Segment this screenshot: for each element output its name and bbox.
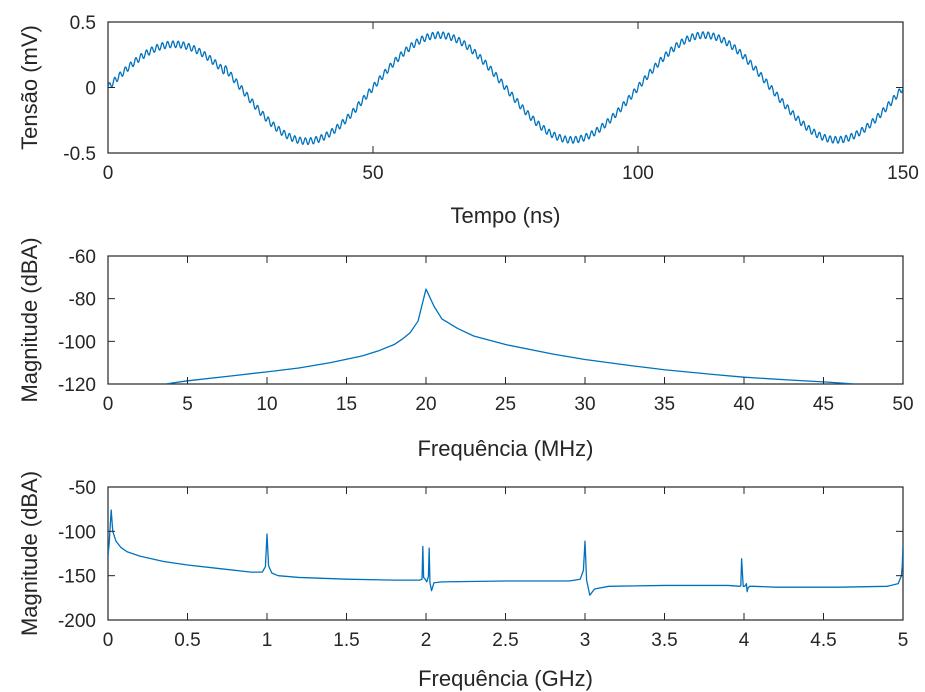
time-plot-x-tick-label: 100 bbox=[622, 163, 654, 184]
ghz-spectrum-x-axis-label: Frequência (GHz) bbox=[418, 666, 593, 691]
mhz-spectrum-x-tick-label: 0 bbox=[103, 394, 114, 415]
mhz-spectrum-x-tick-label: 35 bbox=[654, 394, 675, 415]
time-plot-x-ticks: 0 50 100 150 bbox=[103, 22, 919, 184]
time-plot-y-axis-label: Tensão (mV) bbox=[17, 25, 42, 150]
mhz-spectrum-x-tick-label: 15 bbox=[336, 394, 357, 415]
ghz-spectrum-y-tick-label: -50 bbox=[69, 478, 96, 499]
time-plot-series-line bbox=[108, 31, 903, 146]
ghz-spectrum-y-tick-label: -150 bbox=[58, 567, 96, 588]
ghz-spectrum-x-tick-label: 4.5 bbox=[810, 630, 836, 651]
mhz-spectrum-x-tick-label: 5 bbox=[182, 394, 193, 415]
ghz-spectrum-x-tick-label: 0 bbox=[103, 630, 114, 651]
mhz-spectrum-y-tick-label: -60 bbox=[69, 247, 96, 268]
time-plot-x-tick-label: 50 bbox=[362, 163, 383, 184]
ghz-spectrum-x-tick-label: 1 bbox=[262, 630, 273, 651]
mhz-spectrum-x-axis-label: Frequência (MHz) bbox=[417, 436, 593, 461]
time-plot-x-axis-label: Tempo (ns) bbox=[450, 203, 560, 228]
ghz-spectrum-y-ticks: -200 -150 -100 -50 bbox=[58, 478, 903, 632]
ghz-spectrum-x-tick-label: 2.5 bbox=[492, 630, 518, 651]
mhz-spectrum-y-tick-label: -80 bbox=[69, 290, 96, 311]
mhz-spectrum-x-tick-label: 50 bbox=[892, 394, 913, 415]
time-plot-y-tick-label: -0.5 bbox=[63, 144, 96, 165]
time-plot: 0 50 100 150 -0.5 0 0.5 Tempo (ns) Tensão (mV… bbox=[17, 13, 919, 228]
ghz-spectrum-x-tick-label: 1.5 bbox=[333, 630, 359, 651]
time-plot-line-area bbox=[108, 31, 903, 146]
mhz-spectrum-x-ticks: 0 5 10 15 20 25 30 35 40 45 50 bbox=[103, 256, 914, 415]
time-plot-x-tick-label: 150 bbox=[887, 163, 919, 184]
mhz-spectrum-y-axis-label: Magnitude (dBA) bbox=[17, 237, 42, 402]
mhz-spectrum-x-tick-label: 30 bbox=[574, 394, 595, 415]
ghz-spectrum-axes-box bbox=[107, 486, 904, 621]
mhz-spectrum-y-tick-label: -100 bbox=[58, 332, 96, 353]
ghz-spectrum-x-tick-label: 4 bbox=[739, 630, 750, 651]
ghz-spectrum-line-area bbox=[108, 509, 903, 596]
ghz-spectrum-y-tick-label: -200 bbox=[58, 611, 96, 632]
mhz-spectrum-axes-box bbox=[107, 255, 904, 385]
ghz-spectrum-plot: 0 0.5 1 1.5 2 2.5 3 3.5 4 4.5 5 -200 -150 -100 -50 Fr… bbox=[17, 471, 908, 691]
ghz-spectrum-x-tick-label: 3.5 bbox=[651, 630, 677, 651]
mhz-spectrum-x-tick-label: 10 bbox=[256, 394, 277, 415]
mhz-spectrum-x-tick-label: 25 bbox=[495, 394, 516, 415]
ghz-spectrum-x-ticks: 0 0.5 1 1.5 2 2.5 3 3.5 4 4.5 5 bbox=[103, 487, 909, 651]
mhz-spectrum-x-tick-label: 45 bbox=[813, 394, 834, 415]
ghz-spectrum-x-tick-label: 5 bbox=[898, 630, 909, 651]
ghz-spectrum-x-tick-label: 2 bbox=[421, 630, 432, 651]
ghz-spectrum-y-tick-label: -100 bbox=[58, 522, 96, 543]
ghz-spectrum-x-tick-label: 3 bbox=[580, 630, 591, 651]
time-plot-x-tick-label: 0 bbox=[103, 163, 114, 184]
mhz-spectrum-series-line bbox=[165, 288, 856, 384]
mhz-spectrum-y-tick-label: -120 bbox=[58, 375, 96, 396]
time-plot-y-tick-label: 0 bbox=[85, 79, 96, 100]
time-plot-y-ticks: -0.5 0 0.5 bbox=[63, 13, 903, 165]
ghz-spectrum-x-tick-label: 0.5 bbox=[174, 630, 200, 651]
mhz-spectrum-y-ticks: -120 -100 -80 -60 bbox=[58, 247, 903, 396]
mhz-spectrum-plot: 0 5 10 15 20 25 30 35 40 45 50 -120 -100 -80 -60 Freq… bbox=[17, 237, 914, 461]
mhz-spectrum-line-area bbox=[165, 288, 856, 384]
mhz-spectrum-x-tick-label: 20 bbox=[415, 394, 436, 415]
ghz-spectrum-y-axis-label: Magnitude (dBA) bbox=[17, 471, 42, 636]
ghz-spectrum-series-line bbox=[108, 509, 903, 596]
time-plot-y-tick-label: 0.5 bbox=[70, 13, 96, 34]
mhz-spectrum-x-tick-label: 40 bbox=[733, 394, 754, 415]
